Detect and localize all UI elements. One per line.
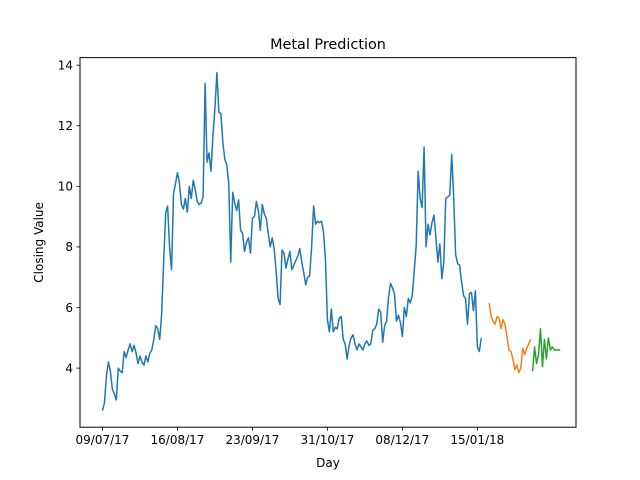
series-layer <box>101 72 561 411</box>
x-tick-label: 09/07/17 <box>76 433 130 447</box>
x-tick-label: 23/09/17 <box>225 433 279 447</box>
y-tick-label: 6 <box>65 301 73 315</box>
y-tick-label: 10 <box>58 180 73 194</box>
series-line-1 <box>101 72 483 411</box>
x-axis-label: Day <box>316 456 340 470</box>
y-axis: 4 6 8 10 12 14 <box>58 58 80 375</box>
plot-frame <box>79 57 577 428</box>
y-tick-label: 4 <box>65 361 73 375</box>
y-tick-label: 8 <box>65 240 73 254</box>
series-line-3 <box>531 327 561 372</box>
x-tick-label: 08/12/17 <box>375 433 429 447</box>
x-tick-label: 16/08/17 <box>151 433 205 447</box>
x-axis: 09/07/17 16/08/17 23/09/17 31/10/17 08/12/17… <box>76 427 504 447</box>
y-axis-label: Closing Value <box>32 202 46 283</box>
x-tick-label: 15/01/18 <box>450 433 504 447</box>
x-tick-label: 31/10/17 <box>300 433 354 447</box>
y-tick-label: 14 <box>58 58 73 72</box>
series-line-2 <box>488 302 532 374</box>
y-tick-label: 12 <box>58 119 73 133</box>
chart-title: Metal Prediction <box>270 37 386 53</box>
